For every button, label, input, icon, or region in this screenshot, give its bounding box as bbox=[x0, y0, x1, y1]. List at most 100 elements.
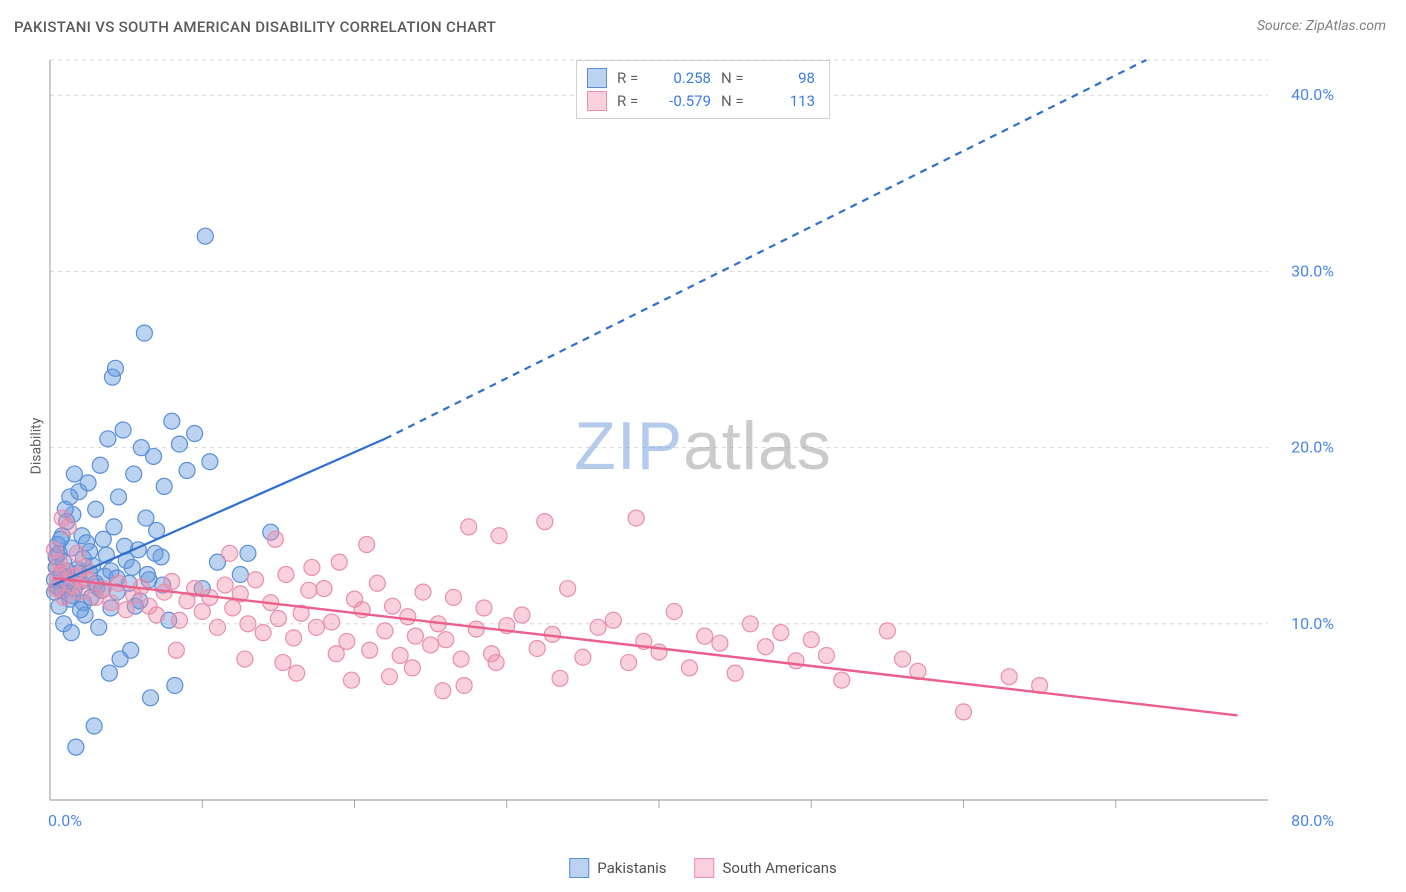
data-point bbox=[142, 690, 158, 706]
data-point bbox=[111, 489, 127, 505]
data-point bbox=[407, 628, 423, 644]
data-point bbox=[423, 637, 439, 653]
chart-container: PAKISTANI VS SOUTH AMERICAN DISABILITY C… bbox=[0, 0, 1406, 892]
y-tick-label: 20.0% bbox=[1291, 438, 1334, 457]
data-point bbox=[217, 577, 233, 593]
data-point bbox=[164, 413, 180, 429]
data-point bbox=[514, 607, 530, 623]
data-point bbox=[537, 514, 553, 530]
data-point bbox=[1001, 669, 1017, 685]
legend-label: Pakistanis bbox=[597, 859, 666, 877]
data-point bbox=[69, 545, 85, 561]
data-point bbox=[60, 519, 76, 535]
n-label: N = bbox=[721, 67, 749, 90]
data-point bbox=[476, 600, 492, 616]
data-point bbox=[491, 528, 507, 544]
data-point bbox=[112, 651, 128, 667]
data-point bbox=[167, 677, 183, 693]
data-point bbox=[106, 519, 122, 535]
r-value: 0.258 bbox=[655, 67, 711, 90]
data-point bbox=[222, 545, 238, 561]
x-tick-label: 80.0% bbox=[1291, 811, 1334, 830]
data-point bbox=[359, 537, 375, 553]
data-point bbox=[100, 431, 116, 447]
data-point bbox=[240, 616, 256, 632]
series-legend: Pakistanis South Americans bbox=[569, 858, 837, 878]
data-point bbox=[136, 325, 152, 341]
data-point bbox=[956, 704, 972, 720]
data-point bbox=[237, 651, 253, 667]
data-point bbox=[742, 616, 758, 632]
data-point bbox=[86, 718, 102, 734]
data-point bbox=[308, 619, 324, 635]
legend-item: South Americans bbox=[695, 858, 837, 878]
data-point bbox=[107, 360, 123, 376]
data-point bbox=[392, 648, 408, 664]
data-point bbox=[225, 600, 241, 616]
data-point bbox=[697, 628, 713, 644]
data-point bbox=[126, 466, 142, 482]
data-point bbox=[168, 642, 184, 658]
data-point bbox=[146, 448, 162, 464]
n-value: 98 bbox=[759, 67, 815, 90]
data-point bbox=[316, 581, 332, 597]
data-point bbox=[456, 677, 472, 693]
data-point bbox=[773, 625, 789, 641]
data-point bbox=[72, 602, 88, 618]
data-point bbox=[209, 619, 225, 635]
data-point bbox=[63, 625, 79, 641]
data-point bbox=[343, 672, 359, 688]
data-point bbox=[248, 572, 264, 588]
r-label: R = bbox=[617, 90, 645, 113]
data-point bbox=[438, 632, 454, 648]
data-point bbox=[788, 653, 804, 669]
data-point bbox=[834, 672, 850, 688]
data-point bbox=[286, 630, 302, 646]
data-point bbox=[270, 611, 286, 627]
data-point bbox=[445, 589, 461, 605]
n-label: N = bbox=[721, 90, 749, 113]
legend-swatch bbox=[587, 68, 607, 88]
data-point bbox=[362, 642, 378, 658]
data-point bbox=[666, 603, 682, 619]
data-point bbox=[560, 581, 576, 597]
data-point bbox=[88, 501, 104, 517]
data-point bbox=[124, 559, 140, 575]
data-point bbox=[62, 489, 78, 505]
data-point bbox=[628, 510, 644, 526]
stats-legend-row: R =0.258N =98 bbox=[587, 67, 815, 90]
y-tick-label: 40.0% bbox=[1291, 85, 1334, 104]
data-point bbox=[240, 545, 256, 561]
data-point bbox=[331, 554, 347, 570]
data-point bbox=[681, 660, 697, 676]
data-point bbox=[453, 651, 469, 667]
data-point bbox=[377, 623, 393, 639]
data-point bbox=[80, 475, 96, 491]
data-point bbox=[435, 683, 451, 699]
data-point bbox=[68, 739, 84, 755]
data-point bbox=[552, 670, 568, 686]
data-point bbox=[156, 478, 172, 494]
data-point bbox=[115, 422, 131, 438]
data-point bbox=[255, 625, 271, 641]
data-point bbox=[727, 665, 743, 681]
data-point bbox=[278, 566, 294, 582]
stats-legend: R =0.258N =98R =-0.579N =113 bbox=[576, 60, 830, 119]
data-point bbox=[66, 466, 82, 482]
y-tick-label: 10.0% bbox=[1291, 614, 1334, 633]
data-point bbox=[118, 602, 134, 618]
data-point bbox=[382, 669, 398, 685]
data-point bbox=[369, 575, 385, 591]
y-axis-label: Disability bbox=[28, 418, 44, 475]
chart-title: PAKISTANI VS SOUTH AMERICAN DISABILITY C… bbox=[14, 18, 496, 36]
data-point bbox=[187, 426, 203, 442]
data-point bbox=[171, 612, 187, 628]
legend-swatch bbox=[695, 858, 715, 878]
data-point bbox=[111, 575, 127, 591]
trend-line bbox=[53, 578, 1238, 715]
data-point bbox=[590, 619, 606, 635]
data-point bbox=[304, 559, 320, 575]
data-point bbox=[529, 640, 545, 656]
data-point bbox=[232, 566, 248, 582]
data-point bbox=[149, 607, 165, 623]
